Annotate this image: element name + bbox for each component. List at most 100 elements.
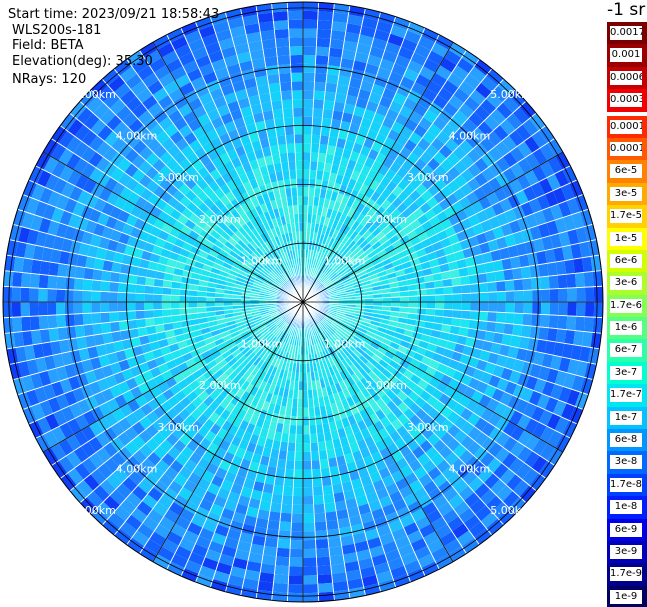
range-gate-cell — [153, 144, 167, 159]
range-gate-cell — [399, 255, 410, 264]
range-gate-cell — [356, 266, 366, 274]
range-gate-cell — [283, 486, 294, 496]
range-gate-cell — [350, 274, 360, 281]
range-gate-cell — [280, 287, 289, 294]
range-gate-cell — [131, 508, 148, 524]
range-gate-cell — [254, 378, 263, 389]
range-gate-cell — [257, 337, 266, 346]
range-gate-cell — [328, 325, 336, 334]
range-gate-cell — [170, 295, 180, 302]
range-gate-cell — [147, 80, 164, 95]
range-gate-cell — [140, 546, 158, 562]
range-gate-cell — [342, 319, 352, 326]
range-gate-cell — [273, 328, 281, 337]
range-gate-cell — [274, 367, 282, 378]
range-gate-cell — [66, 434, 81, 451]
ray-separator — [17, 301, 304, 396]
range-gate-cell — [347, 506, 361, 518]
range-gate-cell — [221, 545, 237, 558]
range-gate-cell — [368, 499, 383, 512]
ray-separator — [35, 301, 304, 439]
range-gate-cell — [458, 507, 476, 523]
range-gate-cell — [347, 217, 356, 228]
range-gate-cell — [292, 267, 297, 277]
range-gate-cell — [248, 40, 263, 52]
range-gate-cell — [203, 173, 215, 186]
range-gate-cell — [271, 218, 279, 228]
range-gate-cell — [183, 530, 199, 544]
range-gate-cell — [273, 316, 282, 323]
range-gate-cell — [350, 243, 360, 252]
range-gate-cell — [440, 531, 457, 547]
range-gate-cell — [544, 248, 556, 263]
range-gate-cell — [211, 214, 222, 226]
range-gate-cell — [257, 12, 273, 24]
range-gate-cell — [371, 366, 382, 377]
range-gate-cell — [243, 114, 255, 126]
range-gate-cell — [239, 134, 251, 146]
range-gate-cell — [272, 485, 284, 496]
ray-separator — [225, 12, 304, 303]
range-gate-cell — [240, 236, 250, 246]
range-gate-cell — [479, 302, 489, 312]
range-gate-cell — [388, 219, 399, 230]
range-gate-cell — [451, 277, 461, 287]
range-gate-cell — [119, 461, 135, 477]
range-gate-cell — [222, 334, 233, 343]
range-gate-cell — [190, 246, 201, 256]
range-gate-cell — [122, 112, 138, 128]
range-gate-cell — [196, 340, 207, 349]
range-gate-cell — [88, 135, 104, 152]
range-gate-cell — [344, 453, 355, 464]
range-gate-cell — [178, 124, 193, 138]
range-gate-cell — [414, 195, 427, 208]
range-gate-cell — [45, 413, 60, 431]
range-gate-cell — [312, 279, 319, 288]
range-gate-cell — [230, 198, 241, 210]
range-gate-cell — [127, 537, 145, 554]
range-gate-cell — [332, 12, 349, 24]
range-gate-cell — [332, 155, 342, 166]
range-gate-cell — [495, 141, 510, 157]
range-gate-cell — [317, 272, 324, 281]
range-gate-cell — [252, 425, 263, 437]
range-gate-cell — [303, 2, 319, 12]
range-gate-cell — [522, 468, 539, 485]
range-gate-cell — [131, 435, 146, 450]
range-gate-cell — [358, 327, 368, 334]
range-gate-cell — [590, 255, 602, 272]
range-gate-cell — [322, 330, 329, 339]
range-gate-cell — [432, 116, 448, 131]
range-gate-cell — [449, 325, 460, 335]
range-gate-cell — [316, 312, 325, 319]
range-gate-cell — [248, 461, 260, 473]
range-gate-cell — [488, 215, 501, 229]
range-gate-cell — [536, 250, 547, 265]
range-gate-cell — [417, 378, 429, 390]
range-gate-cell — [232, 302, 242, 306]
range-gate-cell — [227, 273, 238, 281]
range-gate-cell — [118, 417, 132, 432]
range-gate-cell — [355, 97, 369, 109]
range-gate-cell — [73, 290, 83, 302]
range-gate-cell — [189, 452, 203, 465]
range-gate-cell — [309, 161, 318, 171]
ray-separator — [13, 224, 304, 303]
range-gate-cell — [262, 221, 271, 232]
range-gate-cell — [303, 416, 310, 426]
colorbar-swatch: 6e-7 — [607, 339, 647, 362]
range-gate-cell — [93, 392, 107, 407]
range-gate-cell — [64, 198, 78, 214]
range-gate-cell — [319, 274, 327, 283]
range-gate-cell — [376, 67, 392, 80]
range-gate-cell — [377, 524, 392, 537]
range-gate-cell — [249, 240, 259, 250]
range-gate-cell — [88, 151, 103, 168]
range-gate-cell — [367, 148, 379, 161]
ray-separator — [302, 301, 320, 602]
range-gate-cell — [234, 549, 250, 561]
range-gate-cell — [350, 351, 360, 361]
range-gate-cell — [356, 153, 368, 165]
range-gate-cell — [509, 178, 523, 194]
range-gate-cell — [388, 276, 398, 284]
